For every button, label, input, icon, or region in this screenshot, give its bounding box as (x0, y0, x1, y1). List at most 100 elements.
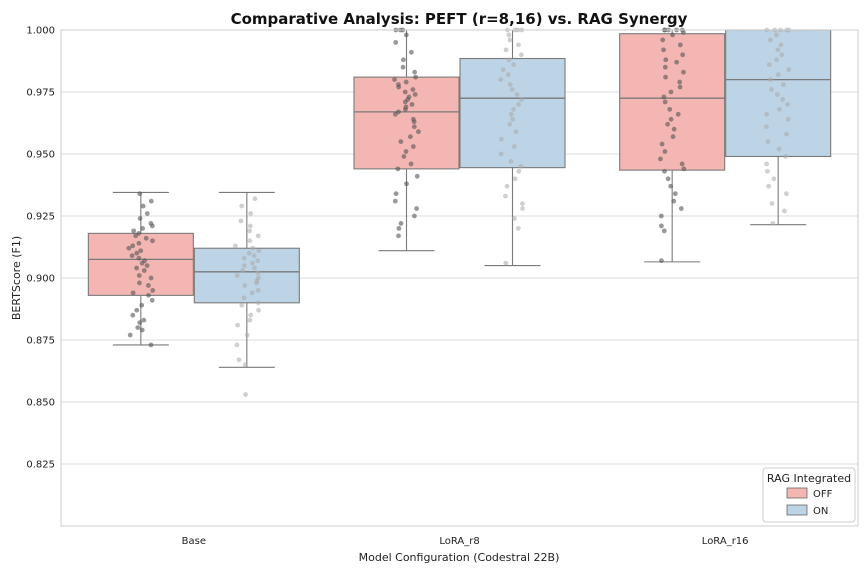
strip-point (241, 255, 247, 261)
strip-point (778, 42, 784, 48)
strip-point (672, 191, 678, 197)
strip-point (775, 47, 781, 53)
strip-point (141, 317, 147, 323)
strip-point (131, 228, 137, 234)
strip-point (400, 57, 406, 63)
y-axis-ticks: 0.825 0.850 0.875 0.900 0.925 0.950 0.975 1.000 (26, 26, 55, 471)
strip-point (677, 42, 683, 48)
strip-point (234, 342, 240, 348)
y-tick-label: 0.975 (26, 88, 55, 99)
strip-point (255, 300, 261, 306)
legend-title: RAG Integrated (767, 472, 851, 485)
strip-point (515, 226, 521, 231)
strip-point (498, 151, 504, 157)
strip-point (769, 201, 775, 207)
strip-point (681, 69, 686, 75)
strip-point (520, 201, 525, 207)
strip-point (774, 32, 779, 38)
strip-point (129, 253, 135, 259)
strip-point (247, 228, 253, 234)
strip-point (498, 136, 504, 142)
strip-point (412, 69, 418, 75)
strip-point (662, 99, 668, 105)
strip-point (251, 253, 257, 259)
strip-point (241, 295, 247, 301)
strip-point (678, 206, 684, 211)
boxplots (87, 29, 832, 368)
strip-point (403, 104, 409, 110)
strip-point (786, 67, 792, 73)
strip-point (663, 57, 669, 63)
x-tick-label: LoRA_r16 (702, 536, 749, 547)
y-tick-label: 0.900 (26, 274, 55, 285)
strip-point (660, 37, 666, 43)
plot-frame (60, 29, 859, 527)
strip-point (662, 64, 668, 70)
strip-point (659, 223, 664, 229)
strip-point (393, 40, 399, 45)
strip-point (135, 325, 141, 330)
strip-point (763, 124, 769, 130)
strip-point (771, 176, 777, 182)
strip-point (784, 131, 789, 137)
strip-point (248, 211, 254, 216)
strip-point (144, 211, 150, 216)
strip-point (134, 307, 140, 313)
strip-point (247, 238, 253, 244)
strip-point (236, 357, 242, 363)
strip-point (137, 191, 143, 197)
strip-point (403, 32, 409, 38)
strip-point (403, 149, 409, 154)
strip-point (769, 87, 774, 92)
strip-point (413, 74, 418, 80)
strip-point (668, 116, 674, 122)
strip-point (127, 332, 133, 338)
strip-point (393, 191, 399, 197)
strip-point (500, 67, 506, 73)
strip-point (232, 243, 238, 249)
strip-point (681, 166, 687, 172)
legend-frame (762, 467, 856, 523)
strip-point (144, 263, 150, 268)
strip-point (668, 183, 674, 189)
strip-point (677, 79, 683, 85)
strip-point (241, 263, 247, 268)
strip-point (506, 32, 512, 38)
strip-point (679, 161, 685, 167)
strip-point (518, 52, 524, 58)
strip-point (511, 106, 516, 112)
strip-point (250, 260, 255, 266)
strip-point (511, 216, 517, 221)
strip-point (410, 144, 416, 149)
strip-point (410, 87, 416, 92)
strip-point (398, 221, 404, 226)
strip-point (149, 297, 155, 303)
strip-point (775, 72, 781, 78)
strip-point (503, 47, 509, 53)
strip-point (137, 216, 143, 221)
strip-point (498, 77, 504, 82)
strip-point (400, 64, 406, 70)
legend-label-on: ON (813, 506, 828, 517)
strip-point (519, 97, 524, 102)
y-tick-label: 0.825 (26, 460, 55, 471)
strip-point (513, 129, 519, 135)
strip-point (243, 392, 248, 397)
strip-point (402, 89, 408, 95)
strip-point (255, 288, 261, 293)
strip-point (764, 161, 770, 167)
strip-point (407, 134, 413, 140)
strip-point (244, 332, 250, 338)
strip-point (766, 183, 772, 189)
strip-point (507, 121, 513, 127)
strip-point (252, 196, 258, 202)
strip-point (507, 37, 513, 43)
y-tick-label: 0.925 (26, 212, 55, 223)
strip-point (665, 121, 670, 127)
strip-point (764, 111, 770, 117)
strip-point (247, 223, 253, 229)
strip-point (255, 270, 261, 276)
strip-point (404, 181, 409, 187)
strip-point (126, 245, 132, 251)
strip-point (675, 111, 681, 117)
